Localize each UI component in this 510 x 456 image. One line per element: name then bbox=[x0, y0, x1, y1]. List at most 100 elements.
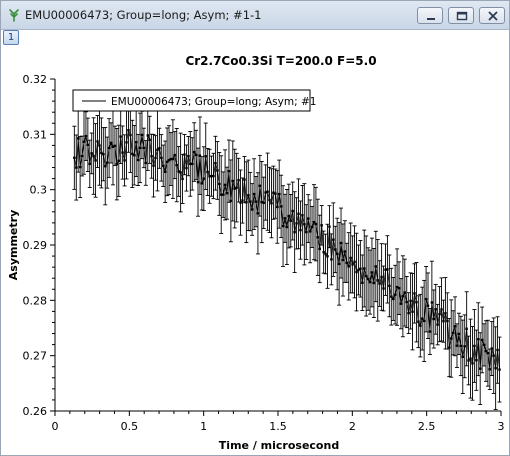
data-point bbox=[292, 191, 297, 274]
data-point bbox=[153, 135, 158, 181]
x-axis-label: Time / microsecond bbox=[219, 439, 339, 452]
data-point bbox=[468, 318, 473, 399]
data-point bbox=[308, 199, 313, 264]
data-point bbox=[163, 140, 168, 203]
data-point bbox=[196, 147, 201, 217]
data-point bbox=[458, 315, 463, 377]
close-button[interactable] bbox=[479, 7, 505, 24]
app-graph-icon bbox=[9, 9, 19, 22]
data-point bbox=[476, 302, 481, 377]
data-point bbox=[420, 286, 425, 351]
data-point bbox=[221, 171, 226, 218]
minimize-icon bbox=[427, 18, 435, 20]
chart-title: Cr2.7Co0.3Si T=200.0 F=5.0 bbox=[185, 54, 376, 68]
data-point bbox=[485, 319, 490, 387]
data-point bbox=[143, 140, 148, 186]
data-point bbox=[122, 134, 127, 187]
maximize-button[interactable] bbox=[448, 7, 474, 24]
data-point bbox=[226, 139, 231, 203]
y-tick-label: 0.29 bbox=[23, 239, 48, 252]
data-point bbox=[225, 166, 230, 220]
data-point bbox=[205, 147, 210, 197]
data-point bbox=[103, 127, 108, 206]
data-point bbox=[203, 122, 208, 190]
y-axis-ticks: 0.26 0.27 0.28 0.29 0.3 0.31 0.32 bbox=[23, 73, 55, 418]
data-point bbox=[176, 146, 181, 197]
data-point bbox=[398, 278, 403, 330]
maximize-icon bbox=[456, 11, 468, 21]
data-point bbox=[460, 319, 465, 394]
data-point bbox=[400, 255, 405, 338]
data-point bbox=[454, 323, 459, 368]
data-point bbox=[188, 131, 193, 197]
data-point bbox=[462, 314, 467, 379]
data-point bbox=[431, 289, 436, 349]
data-point bbox=[364, 235, 369, 317]
data-point bbox=[335, 217, 340, 291]
data-point bbox=[427, 308, 432, 356]
data-point bbox=[120, 125, 125, 180]
data-point bbox=[170, 119, 175, 199]
data-point bbox=[250, 183, 255, 236]
data-point bbox=[333, 225, 338, 274]
data-point bbox=[91, 117, 96, 195]
data-point bbox=[350, 235, 355, 294]
data-point bbox=[377, 260, 382, 307]
data-point bbox=[371, 248, 376, 318]
data-point bbox=[207, 148, 212, 204]
data-point bbox=[298, 200, 303, 260]
graph-number-button[interactable]: 1 bbox=[3, 30, 19, 45]
data-point bbox=[495, 316, 500, 384]
data-point bbox=[219, 155, 224, 234]
y-tick-label: 0.31 bbox=[23, 128, 48, 141]
data-point bbox=[310, 205, 315, 248]
data-point bbox=[412, 263, 417, 324]
data-point bbox=[385, 235, 390, 304]
data-point bbox=[223, 149, 228, 221]
data-point bbox=[352, 225, 357, 299]
data-point bbox=[277, 159, 282, 229]
data-point bbox=[296, 178, 301, 250]
data-point bbox=[422, 279, 427, 362]
data-point bbox=[393, 264, 398, 325]
data-point bbox=[81, 108, 86, 175]
data-point bbox=[165, 127, 170, 197]
legend-label: EMU00006473; Group=long; Asym; #1 bbox=[111, 96, 316, 108]
close-icon bbox=[488, 11, 498, 21]
data-point bbox=[313, 186, 318, 262]
data-point bbox=[236, 157, 241, 203]
minimize-button[interactable] bbox=[417, 7, 443, 24]
data-point bbox=[232, 148, 237, 229]
data-point bbox=[199, 156, 204, 211]
data-point bbox=[109, 122, 114, 164]
data-point bbox=[80, 135, 85, 177]
data-point bbox=[443, 277, 448, 350]
data-point bbox=[387, 254, 392, 318]
data-point bbox=[414, 262, 419, 343]
data-point bbox=[161, 144, 166, 187]
data-point bbox=[317, 214, 322, 284]
window-titlebar[interactable]: EMU00006473; Group=long; Asym; #1-1 bbox=[1, 1, 509, 30]
data-point bbox=[238, 169, 243, 236]
data-point bbox=[493, 326, 498, 411]
data-point bbox=[497, 336, 502, 403]
data-point bbox=[418, 293, 423, 358]
data-point bbox=[253, 176, 258, 228]
data-point bbox=[306, 194, 311, 243]
data-point bbox=[397, 261, 402, 316]
data-point bbox=[478, 332, 483, 406]
data-point bbox=[368, 249, 373, 315]
data-point bbox=[369, 237, 374, 308]
data-point bbox=[480, 306, 485, 374]
x-tick-label: 3 bbox=[498, 420, 505, 433]
data-point bbox=[356, 244, 361, 296]
data-point bbox=[362, 229, 367, 308]
data-point bbox=[72, 125, 77, 190]
data-point bbox=[248, 171, 253, 232]
data-point bbox=[433, 283, 438, 335]
data-point bbox=[435, 303, 440, 346]
legend: EMU00006473; Group=long; Asym; #1 bbox=[72, 89, 316, 112]
data-point bbox=[302, 183, 307, 266]
data-point bbox=[267, 166, 272, 233]
data-point bbox=[441, 299, 446, 343]
